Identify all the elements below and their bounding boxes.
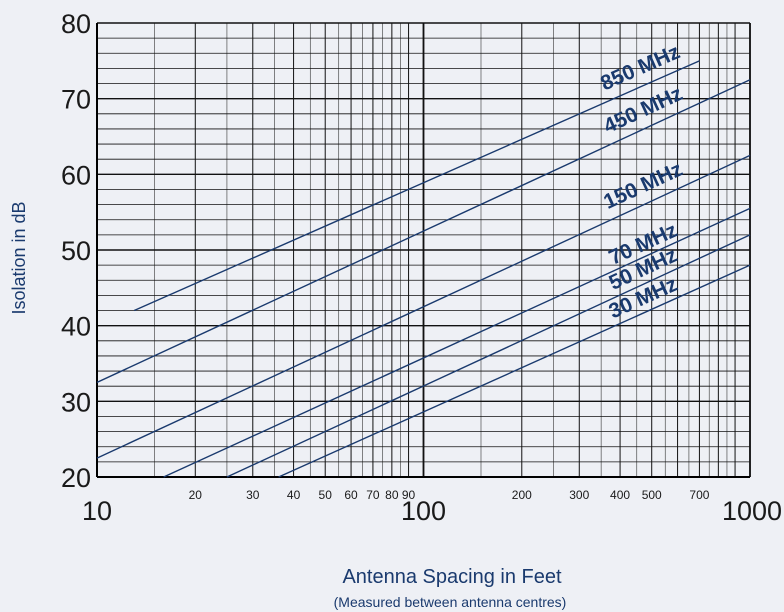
series-line [226, 234, 751, 478]
x-tick-labels: 10 100 1000 20 30 40 50 60 70 80 90 200 300 400 500 700 [82, 488, 782, 526]
x-tick-label-major: 100 [401, 496, 446, 526]
x-tick-label-minor: 30 [246, 488, 260, 502]
series-line [96, 79, 751, 384]
x-tick-label-minor: 40 [287, 488, 301, 502]
y-tick-label: 60 [61, 160, 91, 190]
y-axis-label: Isolation in dB [9, 201, 29, 314]
x-tick-label-minor: 700 [689, 488, 709, 502]
x-tick-label-minor: 60 [344, 488, 358, 502]
series-line [163, 207, 751, 478]
x-tick-label-minor: 70 [366, 488, 380, 502]
y-tick-label: 70 [61, 85, 91, 115]
x-tick-label-minor: 90 [402, 488, 416, 502]
x-tick-label-minor: 50 [319, 488, 333, 502]
x-tick-label-minor: 300 [569, 488, 589, 502]
series-line [278, 264, 751, 478]
x-tick-label-major: 1000 [722, 496, 782, 526]
x-axis-sublabel: (Measured between antenna centres) [334, 594, 567, 610]
x-tick-label-minor: 400 [610, 488, 630, 502]
y-tick-label: 30 [61, 387, 91, 417]
x-tick-label-minor: 80 [385, 488, 399, 502]
series-line [133, 60, 700, 312]
series-lines [96, 60, 751, 478]
series-line [96, 154, 751, 459]
axes [96, 23, 750, 478]
x-tick-label-major: 10 [82, 496, 112, 526]
y-tick-labels: 20 30 40 50 60 70 80 [61, 9, 91, 493]
y-tick-label: 20 [61, 463, 91, 493]
x-tick-label-minor: 200 [512, 488, 532, 502]
x-tick-label-minor: 500 [642, 488, 662, 502]
y-tick-label: 40 [61, 312, 91, 342]
x-tick-label-minor: 20 [189, 488, 203, 502]
y-tick-label: 50 [61, 236, 91, 266]
x-axis-label: Antenna Spacing in Feet [342, 566, 561, 588]
y-tick-label: 80 [61, 9, 91, 39]
